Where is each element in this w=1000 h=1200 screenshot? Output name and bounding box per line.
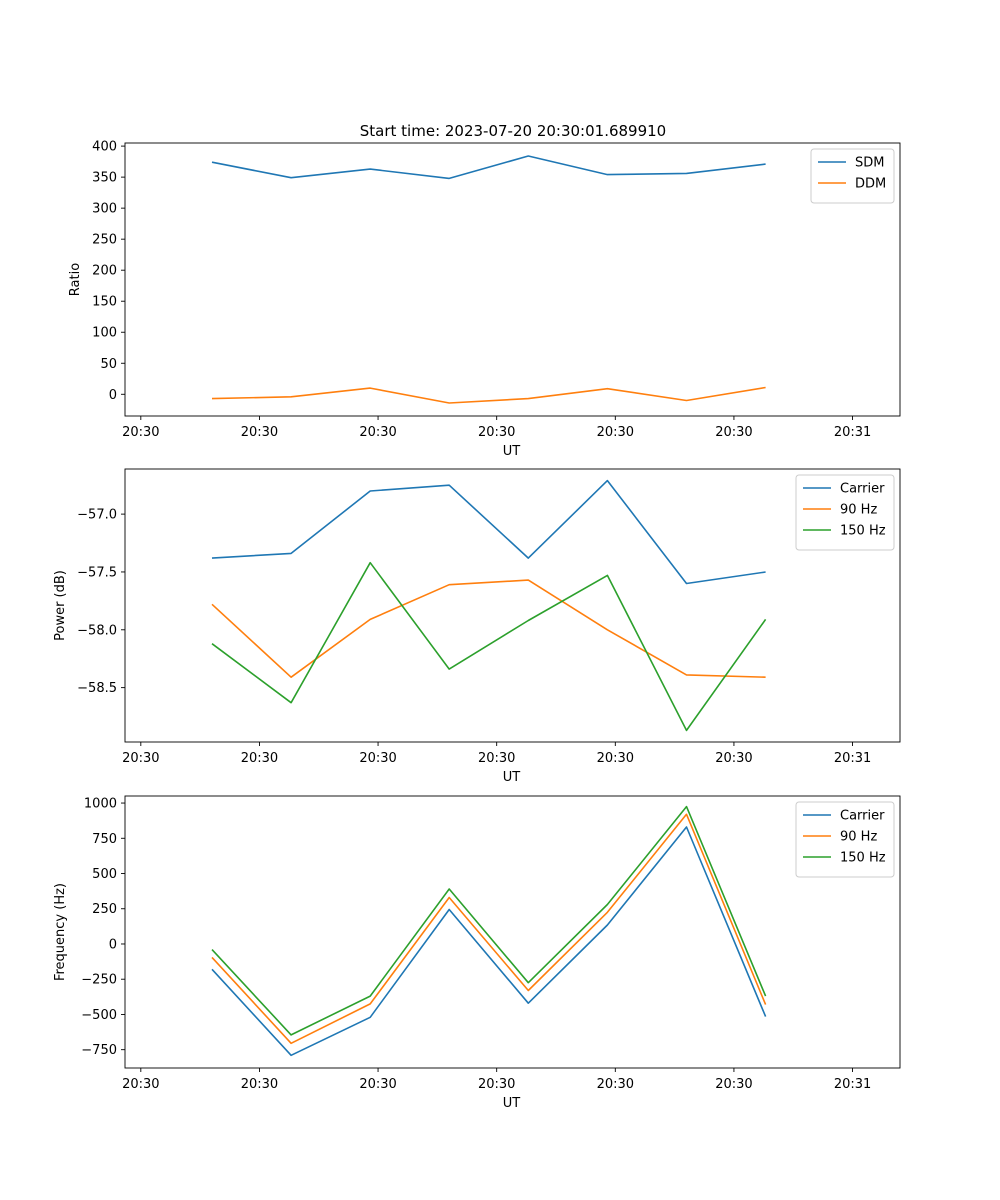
- plot-frame: [124, 468, 901, 743]
- plot-frame: [124, 795, 901, 1069]
- legend-label: 150 Hz: [840, 851, 886, 866]
- x-tick-label: 20:30: [241, 425, 278, 440]
- x-tick-label: 20:30: [241, 751, 278, 766]
- x-tick-label: 20:31: [834, 425, 871, 440]
- plot-frame: [124, 142, 901, 417]
- x-axis-label: UT: [503, 1096, 521, 1111]
- series-line-150-hz: [211, 561, 767, 732]
- legend-label: 150 Hz: [840, 524, 886, 539]
- y-tick-label: 500: [92, 867, 117, 882]
- chart-panel-2: 20:30 20:30 20:30 20:30 20:30 20:30 20:31 −58.5…: [53, 468, 901, 785]
- x-tick-label: 20:30: [597, 751, 634, 766]
- x-tick-label: 20:30: [597, 1077, 634, 1092]
- chart-panel-1: 20:30 20:30 20:30 20:30 20:30 20:30 20:31 0 50 10…: [68, 140, 901, 459]
- x-tick-label: 20:30: [597, 425, 634, 440]
- y-tick-label: −250: [81, 973, 117, 988]
- y-tick-label: −57.5: [77, 565, 117, 580]
- x-axis-label: UT: [503, 770, 521, 785]
- y-tick-label: −58.0: [77, 623, 117, 638]
- series-line-90-hz: [211, 579, 766, 679]
- y-tick-label: 0: [109, 388, 117, 403]
- figure-title: Start time: 2023-07-20 20:30:01.689910: [360, 122, 666, 140]
- y-axis-label: Ratio: [68, 263, 83, 296]
- y-tick-label: −58.5: [77, 681, 117, 696]
- y-tick-label: 1000: [84, 797, 117, 812]
- chart-panel-3: 20:30 20:30 20:30 20:30 20:30 20:30 20:31 −750 −…: [53, 795, 901, 1111]
- legend-box: [795, 474, 895, 551]
- x-tick-label: 20:30: [715, 1077, 752, 1092]
- x-tick-label: 20:30: [122, 1077, 159, 1092]
- y-tick-label: −500: [81, 1008, 117, 1023]
- series-line-carrier: [211, 479, 766, 585]
- x-tick-label: 20:30: [241, 1077, 278, 1092]
- legend: Carrier 90 Hz 150 Hz: [795, 474, 895, 551]
- y-tick-label: 150: [92, 295, 117, 310]
- x-tick-label: 20:31: [834, 751, 871, 766]
- legend-label: 90 Hz: [840, 503, 877, 518]
- series-line-90-hz: [211, 813, 767, 1045]
- x-tick-label: 20:31: [834, 1077, 871, 1092]
- y-tick-label: 350: [92, 171, 117, 186]
- y-axis-label: Frequency (Hz): [53, 883, 68, 981]
- y-tick-label: −750: [81, 1043, 117, 1058]
- y-tick-label: 0: [109, 937, 117, 952]
- y-tick-label: −57.0: [77, 508, 117, 523]
- y-tick-label: 400: [92, 140, 117, 155]
- legend-label: DDM: [855, 177, 886, 192]
- series-line-sdm: [211, 155, 766, 180]
- legend-label: Carrier: [840, 482, 885, 497]
- y-axis-label: Power (dB): [53, 570, 68, 641]
- y-tick-label: 300: [92, 202, 117, 217]
- y-tick-label: 750: [92, 832, 117, 847]
- legend-label: SDM: [855, 156, 884, 171]
- x-tick-label: 20:30: [478, 751, 515, 766]
- legend: Carrier 90 Hz 150 Hz: [795, 801, 895, 878]
- legend-label: 90 Hz: [840, 830, 877, 845]
- legend-box: [795, 801, 895, 878]
- x-tick-label: 20:30: [715, 751, 752, 766]
- x-tick-label: 20:30: [359, 751, 396, 766]
- y-tick-label: 250: [92, 902, 117, 917]
- x-tick-label: 20:30: [122, 751, 159, 766]
- x-tick-label: 20:30: [359, 425, 396, 440]
- chart-panels: 20:30 20:30 20:30 20:30 20:30 20:30 20:31 0 50 10…: [53, 140, 901, 1111]
- x-axis-label: UT: [503, 444, 521, 459]
- y-tick-label: 50: [100, 357, 117, 372]
- x-tick-label: 20:30: [122, 425, 159, 440]
- x-tick-label: 20:30: [715, 425, 752, 440]
- series-line-150-hz: [211, 805, 767, 1036]
- x-tick-label: 20:30: [478, 425, 515, 440]
- y-tick-label: 200: [92, 264, 117, 279]
- series-line-ddm: [211, 386, 766, 404]
- x-tick-label: 20:30: [478, 1077, 515, 1092]
- y-tick-label: 250: [92, 233, 117, 248]
- y-tick-label: 100: [92, 326, 117, 341]
- legend-label: Carrier: [840, 809, 885, 824]
- x-tick-label: 20:30: [359, 1077, 396, 1092]
- series-line-carrier: [211, 826, 767, 1057]
- legend: SDM DDM: [810, 148, 895, 204]
